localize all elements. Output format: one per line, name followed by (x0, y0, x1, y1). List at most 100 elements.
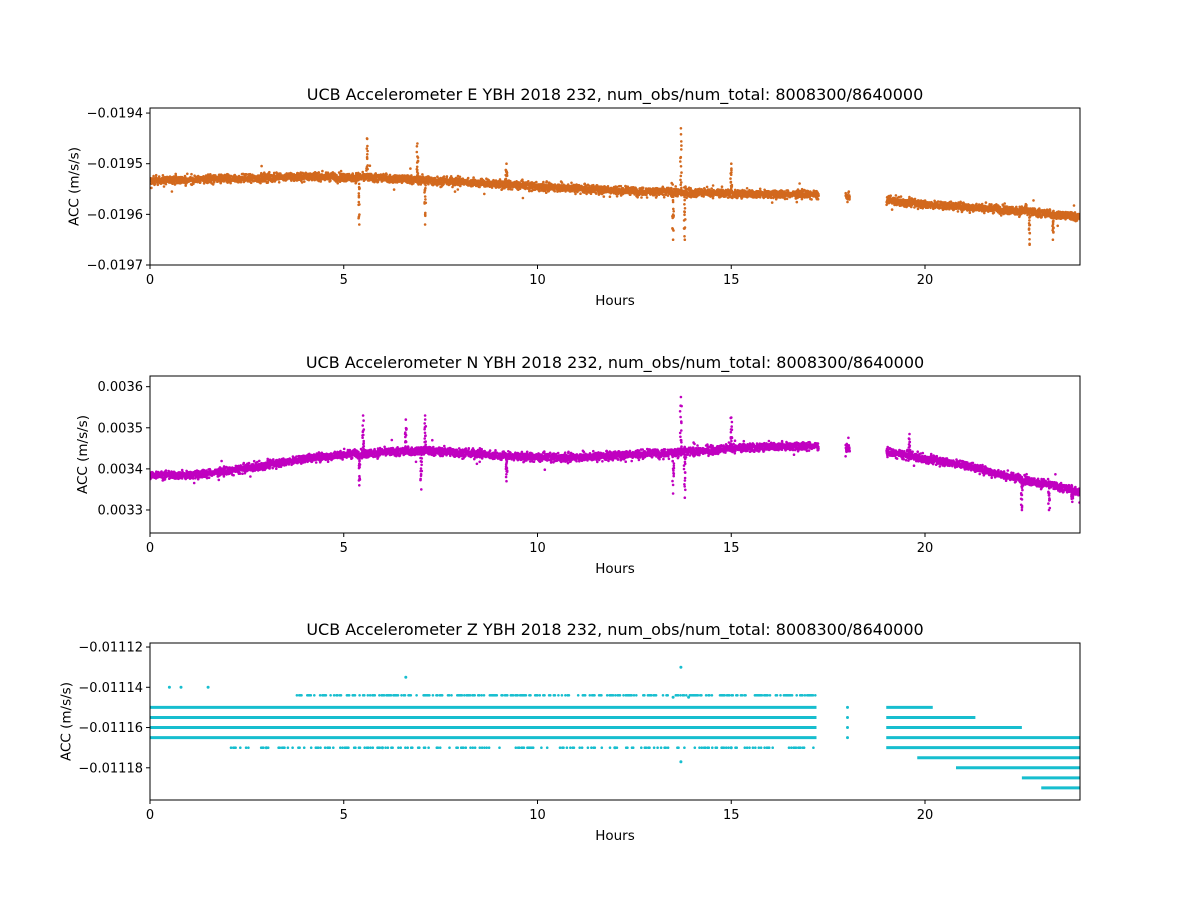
data-point (684, 185, 687, 188)
data-point (154, 173, 158, 177)
data-point (152, 174, 155, 178)
data-point (655, 194, 658, 198)
outlier-point (304, 171, 308, 175)
data-point (164, 182, 168, 186)
data-point (382, 172, 385, 176)
data-point (259, 181, 262, 185)
data-point (758, 187, 762, 191)
outlier-point (542, 180, 545, 184)
data-point (816, 197, 820, 201)
outlier-point (890, 208, 894, 211)
data-point (570, 181, 573, 185)
data-point (279, 172, 282, 175)
data-point (594, 192, 598, 195)
data-point (929, 206, 932, 210)
data-point (810, 198, 813, 201)
outlier-point (211, 183, 215, 186)
data-point (421, 173, 424, 176)
outlier-point (968, 211, 972, 214)
data-point (908, 195, 911, 199)
outlier-point (846, 200, 849, 204)
outlier-point (889, 194, 892, 197)
data-point (956, 210, 960, 213)
subplot-0: 0 5 10 15 20−0.0194−0.0195−0.0196−0.0197UCB … (67, 85, 1081, 309)
outlier-point (720, 185, 724, 188)
data-point (711, 196, 715, 200)
outlier-point (645, 196, 649, 199)
data-point (768, 190, 771, 194)
data-point (817, 194, 820, 197)
data-point (184, 184, 187, 187)
outlier-point (150, 186, 153, 190)
data-point (229, 181, 232, 185)
data-point (527, 180, 530, 183)
data-point (897, 195, 901, 199)
data-point (249, 181, 253, 184)
data-point (427, 182, 430, 186)
outlier-point (770, 201, 774, 204)
data-point (461, 177, 465, 180)
data-point (268, 170, 271, 174)
data-point (456, 183, 460, 187)
outlier-point (602, 195, 606, 198)
outlier-point (260, 164, 263, 168)
data-point (239, 180, 243, 184)
data-point (913, 197, 917, 201)
data-point (619, 184, 623, 188)
data-point (899, 195, 903, 198)
data-point (487, 178, 491, 182)
data-point (442, 175, 446, 178)
data-point (941, 208, 945, 212)
data-point (290, 179, 293, 182)
data-point (670, 187, 673, 190)
data-point (510, 188, 514, 191)
data-point (774, 197, 778, 201)
data-point (419, 183, 423, 186)
data-point (606, 185, 610, 188)
data-point (459, 184, 462, 188)
data-point (758, 196, 762, 199)
data-point (535, 180, 538, 184)
outlier-point (472, 176, 475, 179)
outlier-point (608, 195, 612, 198)
data-point (916, 207, 920, 211)
outlier-point (453, 190, 457, 193)
data-point (156, 183, 160, 187)
data-point (577, 183, 581, 187)
data-point (666, 194, 670, 197)
outlier-point (368, 164, 372, 167)
data-point (844, 191, 847, 195)
outlier-point (759, 189, 762, 193)
data-point (173, 183, 177, 186)
data-point (662, 195, 666, 199)
outlier-point (162, 185, 166, 188)
outlier-point (409, 167, 412, 170)
outlier-point (272, 171, 276, 175)
outlier-point (894, 194, 898, 197)
outlier-point (574, 192, 577, 196)
data-point (410, 174, 413, 177)
outlier-point (705, 185, 709, 189)
data-point (949, 200, 953, 203)
data-point (553, 189, 556, 193)
data-point (161, 174, 165, 177)
data-point (847, 190, 851, 193)
data-point (198, 180, 202, 183)
data-point (458, 175, 462, 179)
data-point (908, 197, 911, 201)
data-point (521, 178, 524, 181)
data-point (661, 193, 665, 196)
outlier-point (745, 187, 749, 190)
data-point (388, 173, 392, 177)
data-point (615, 195, 619, 198)
data-point (385, 173, 388, 176)
data-point (689, 187, 692, 190)
data-point (245, 173, 248, 176)
data-point (347, 172, 351, 176)
data-points (150, 127, 1080, 246)
outlier-point (521, 196, 525, 200)
data-point (641, 186, 645, 190)
data-point (186, 172, 189, 176)
data-point (538, 189, 541, 193)
